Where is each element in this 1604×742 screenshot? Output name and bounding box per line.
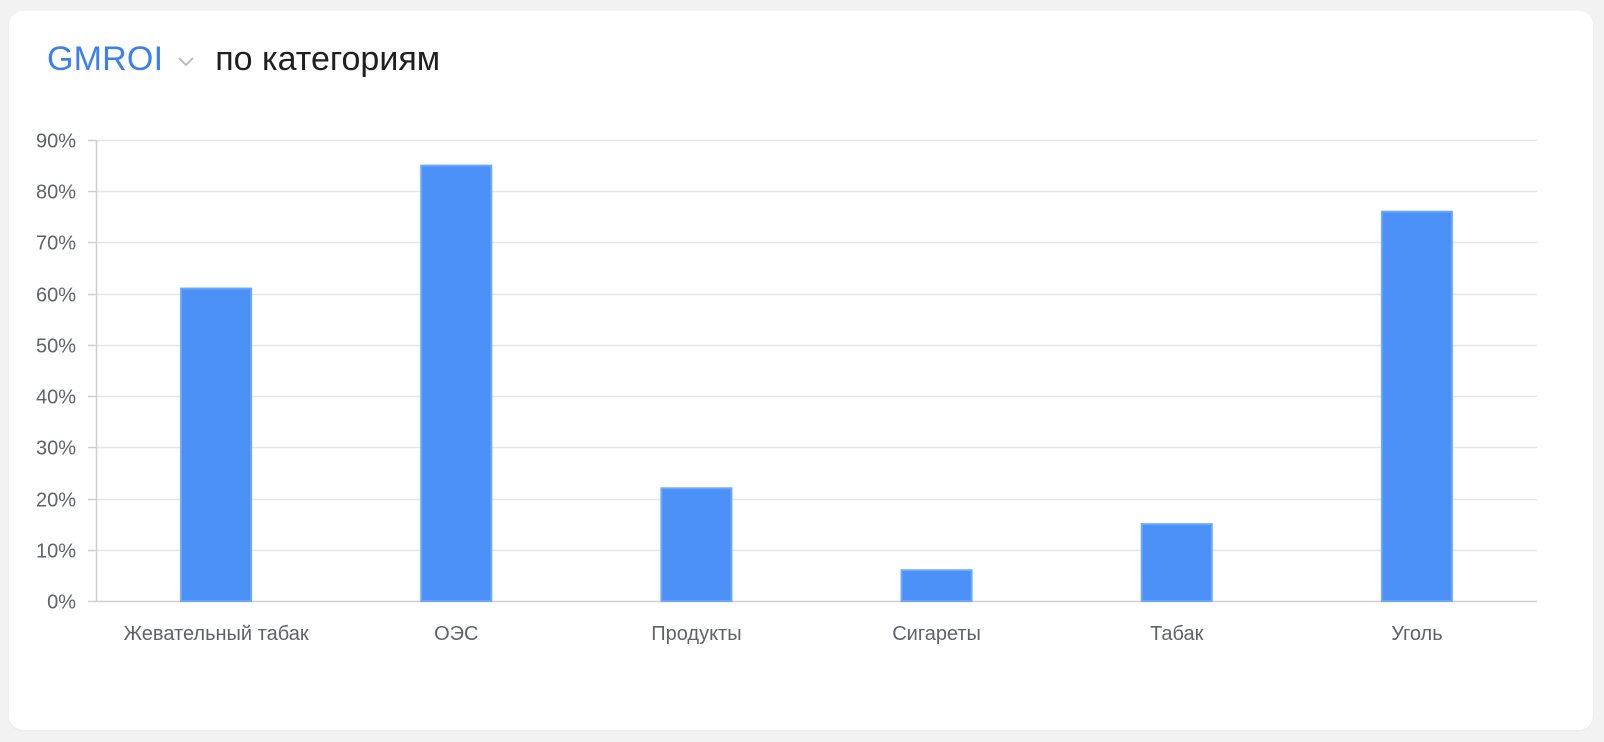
- y-axis-ticks: 0% 10% 20% 30% 40% 50% 60% 70% 80% 90%: [36, 131, 76, 614]
- x-category-label: ОЭС: [434, 623, 478, 645]
- grid-lines: [88, 139, 1537, 603]
- metric-dropdown-label: GMROI: [47, 40, 164, 78]
- y-tick-label: 80%: [36, 182, 76, 204]
- y-tick-label: 40%: [36, 387, 76, 409]
- chevron-down-icon: [178, 57, 194, 67]
- metric-dropdown[interactable]: GMROI: [47, 37, 197, 81]
- y-tick-label: 30%: [36, 438, 76, 460]
- y-tick-label: 50%: [36, 336, 76, 358]
- bar[interactable]: [180, 287, 253, 602]
- chart-header: GMROI по категориям: [47, 37, 440, 81]
- bar[interactable]: [1140, 523, 1213, 603]
- x-axis-labels: Жевательный табак ОЭС Продукты Сигареты Таба…: [124, 623, 1443, 645]
- y-tick-label: 20%: [36, 490, 76, 512]
- y-tick-label: 90%: [36, 131, 76, 153]
- bar[interactable]: [1380, 210, 1453, 602]
- x-category-label: Уголь: [1391, 623, 1442, 645]
- x-category-label: Жевательный табак: [124, 623, 309, 645]
- y-tick-label: 0%: [47, 592, 76, 614]
- chart-card: GMROI по категориям: [9, 11, 1593, 730]
- bar[interactable]: [420, 164, 493, 602]
- bar[interactable]: [660, 487, 733, 602]
- y-tick-label: 70%: [36, 233, 76, 255]
- x-category-label: Табак: [1150, 623, 1204, 645]
- chart-title-suffix: по категориям: [215, 40, 441, 78]
- bars: [180, 164, 1453, 603]
- bar[interactable]: [900, 569, 973, 602]
- y-tick-label: 10%: [36, 541, 76, 563]
- x-category-label: Сигареты: [892, 623, 981, 645]
- x-category-label: Продукты: [651, 623, 741, 645]
- y-tick-label: 60%: [36, 285, 76, 307]
